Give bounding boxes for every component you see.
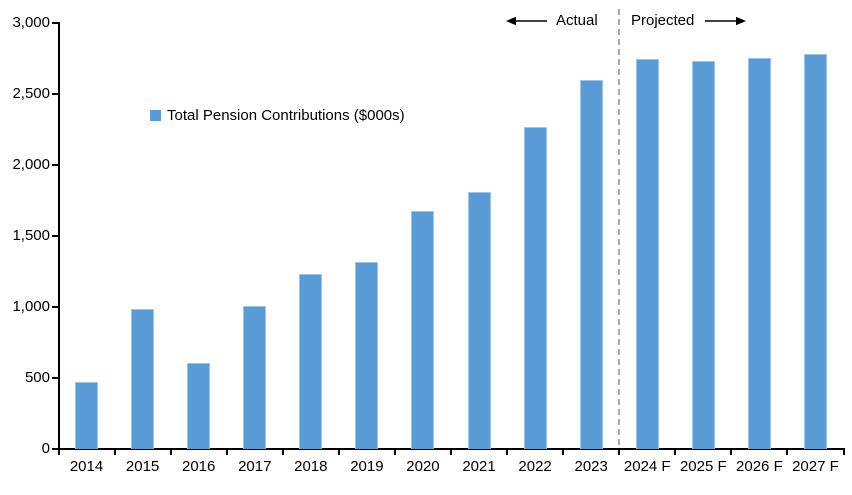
x-axis-category-label: 2019 [350,458,384,475]
x-axis-tick [842,450,845,455]
x-axis-category-label: 2018 [294,458,328,475]
y-axis-tick [52,164,58,166]
bar-2025-f [691,61,715,449]
y-axis-tick [52,448,58,450]
x-axis-tick [450,450,452,455]
x-axis-category-label: 2027 F [792,458,839,475]
bar-2016 [187,363,211,449]
bar-2015 [131,309,155,449]
x-axis-category-label: 2014 [69,458,104,475]
x-axis-category-label: 2026 F [736,458,783,475]
y-axis-tick [52,235,58,237]
x-axis-tick [337,450,340,455]
bar-2024-f [635,59,659,449]
y-axis-line [58,22,60,450]
bar-2018 [299,274,323,449]
x-axis-tick [506,450,509,455]
bar-2027-f [803,54,827,449]
y-axis-tick-label: 1,000 [12,298,50,315]
x-axis-tick [393,450,396,455]
y-axis-tick-label: 3,000 [12,14,50,31]
x-axis-tick [562,450,565,455]
bar-2014 [75,381,99,449]
x-axis-category-label: 2023 [574,458,608,475]
x-axis-line [56,448,845,450]
bar-2026-f [747,57,771,449]
bar-2017 [243,305,267,449]
legend-label: Total Pension Contributions ($000s) [167,106,405,124]
x-axis-category-label: 2016 [181,458,216,475]
x-axis-tick [57,450,60,455]
legend-marker-icon [150,109,161,121]
x-axis-tick [786,450,789,455]
actual-label: Actual [556,12,598,29]
x-axis-category-label: 2024 F [623,458,671,475]
y-axis-tick-label: 2,000 [12,156,50,173]
bar-2022 [523,127,547,449]
x-axis-tick [225,450,228,455]
y-axis-tick [52,377,58,379]
x-axis-tick [169,450,172,455]
x-axis-category-label: 2022 [518,458,552,475]
y-axis-tick-label: 0 [41,440,50,457]
x-axis-category-label: 2021 [462,458,496,475]
x-axis-category-label: 2015 [125,458,160,475]
left-arrow-icon [506,16,547,26]
x-axis-category-label: 2025 F [679,458,727,475]
y-axis-tick [52,93,58,95]
x-axis-tick [113,450,116,455]
y-axis-tick-label: 500 [24,369,50,386]
x-axis-category-label: 2020 [406,458,440,475]
x-axis-tick [674,450,677,455]
y-axis-tick [52,306,58,308]
x-axis-tick [730,450,733,455]
bar-2019 [355,262,379,449]
right-arrow-icon [705,16,746,26]
y-axis-tick-label: 1,500 [12,227,50,244]
actual-projected-divider [618,9,621,449]
x-axis-tick [618,450,621,455]
y-axis-tick-label: 2,500 [12,85,50,102]
projected-label: Projected [631,12,695,29]
bar-2021 [467,191,491,449]
y-axis-tick [52,22,58,24]
legend: Total Pension Contributions ($000s) [150,106,405,124]
bar-2023 [579,79,603,449]
x-axis-category-label: 2017 [238,458,272,475]
bar-2020 [411,211,435,449]
x-axis-tick [281,450,284,455]
